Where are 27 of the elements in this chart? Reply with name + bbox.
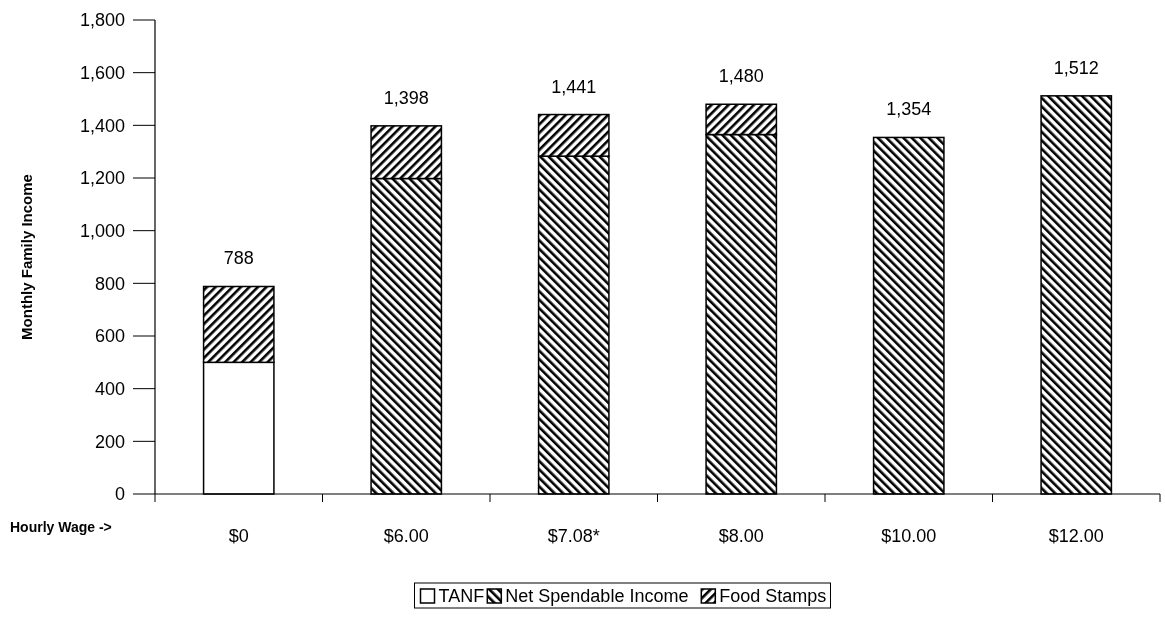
legend-label: Net Spendable Income [505,586,689,606]
x-tick-label: $0 [228,526,249,546]
x-tick-label: $7.08* [547,526,600,546]
total-label: 1,512 [1053,57,1099,78]
y-tick-label: 0 [114,484,125,505]
x-tick-label: $8.00 [718,526,764,546]
total-label: 1,441 [551,76,597,97]
total-label: 788 [223,248,254,269]
x-tick-label: $10.00 [881,526,937,546]
legend-label: TANF [438,586,485,606]
y-tick-label: 400 [94,378,125,399]
x-tick-label: $6.00 [383,526,429,546]
y-tick-label: 1,200 [79,168,125,189]
x-axis-title: Hourly Wage -> [10,519,112,535]
y-tick-label: 1,400 [79,115,125,136]
y-tick-label: 200 [94,431,125,452]
y-tick-label: 600 [94,326,125,347]
y-axis-title: Monthly Family Income [18,174,35,340]
total-label: 1,480 [718,66,764,87]
y-tick-label: 1,800 [79,10,125,31]
y-tick-label: 1,000 [79,220,125,241]
legend-label: Food Stamps [719,586,827,606]
total-label: 1,398 [383,87,429,108]
y-tick-label: 1,600 [79,62,125,83]
x-tick-label: $12.00 [1048,526,1104,546]
total-label: 1,354 [886,99,932,120]
y-tick-label: 800 [94,273,125,294]
